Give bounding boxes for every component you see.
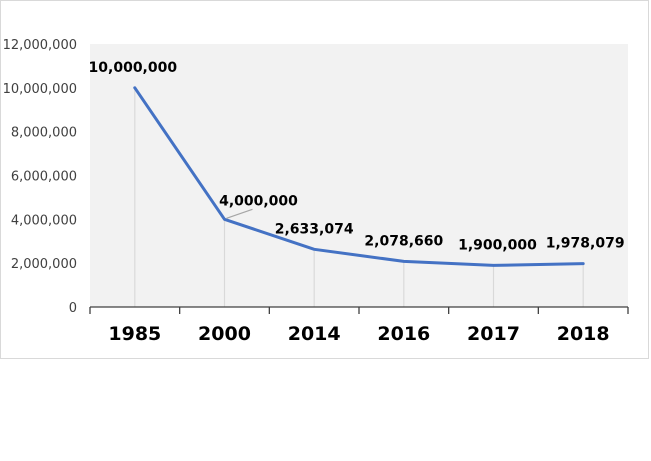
plot-area bbox=[90, 44, 628, 307]
data-label: 1,900,000 bbox=[458, 237, 537, 253]
y-tick-label: 2,000,000 bbox=[11, 257, 77, 272]
x-axis: 1985 2000 2014 2016 2017 2018 bbox=[89, 307, 629, 345]
data-label: 2,633,074 bbox=[275, 221, 354, 237]
y-tick-label: 6,000,000 bbox=[11, 170, 77, 185]
y-tick-label: 4,000,000 bbox=[11, 213, 77, 228]
y-tick-label: 10,000,000 bbox=[3, 82, 77, 97]
y-tick-label: 0 bbox=[69, 301, 77, 316]
x-tick-label: 1985 bbox=[108, 323, 161, 345]
data-label: 2,078,660 bbox=[364, 233, 443, 249]
x-tick-label: 2014 bbox=[288, 323, 341, 345]
drop-lines bbox=[134, 87, 584, 307]
x-tick-label: 2016 bbox=[377, 323, 430, 345]
series-line bbox=[133, 86, 585, 267]
data-label: 4,000,000 bbox=[219, 193, 298, 209]
y-tick-label: 8,000,000 bbox=[11, 126, 77, 141]
x-tick-label: 2017 bbox=[467, 323, 520, 345]
x-tick-label: 2018 bbox=[557, 323, 610, 345]
data-label: 10,000,000 bbox=[89, 60, 178, 76]
data-label: 1,978,079 bbox=[546, 236, 625, 252]
x-tick-label: 2000 bbox=[198, 323, 251, 345]
leader-line bbox=[226, 208, 253, 219]
data-labels: 10,000,000 4,000,000 2,633,074 2,078,660 1,9… bbox=[89, 60, 625, 254]
y-tick-label: 12,000,000 bbox=[3, 38, 77, 53]
y-axis: 0 2,000,000 4,000,000 6,000,000 8,000,000 10,… bbox=[3, 38, 77, 316]
